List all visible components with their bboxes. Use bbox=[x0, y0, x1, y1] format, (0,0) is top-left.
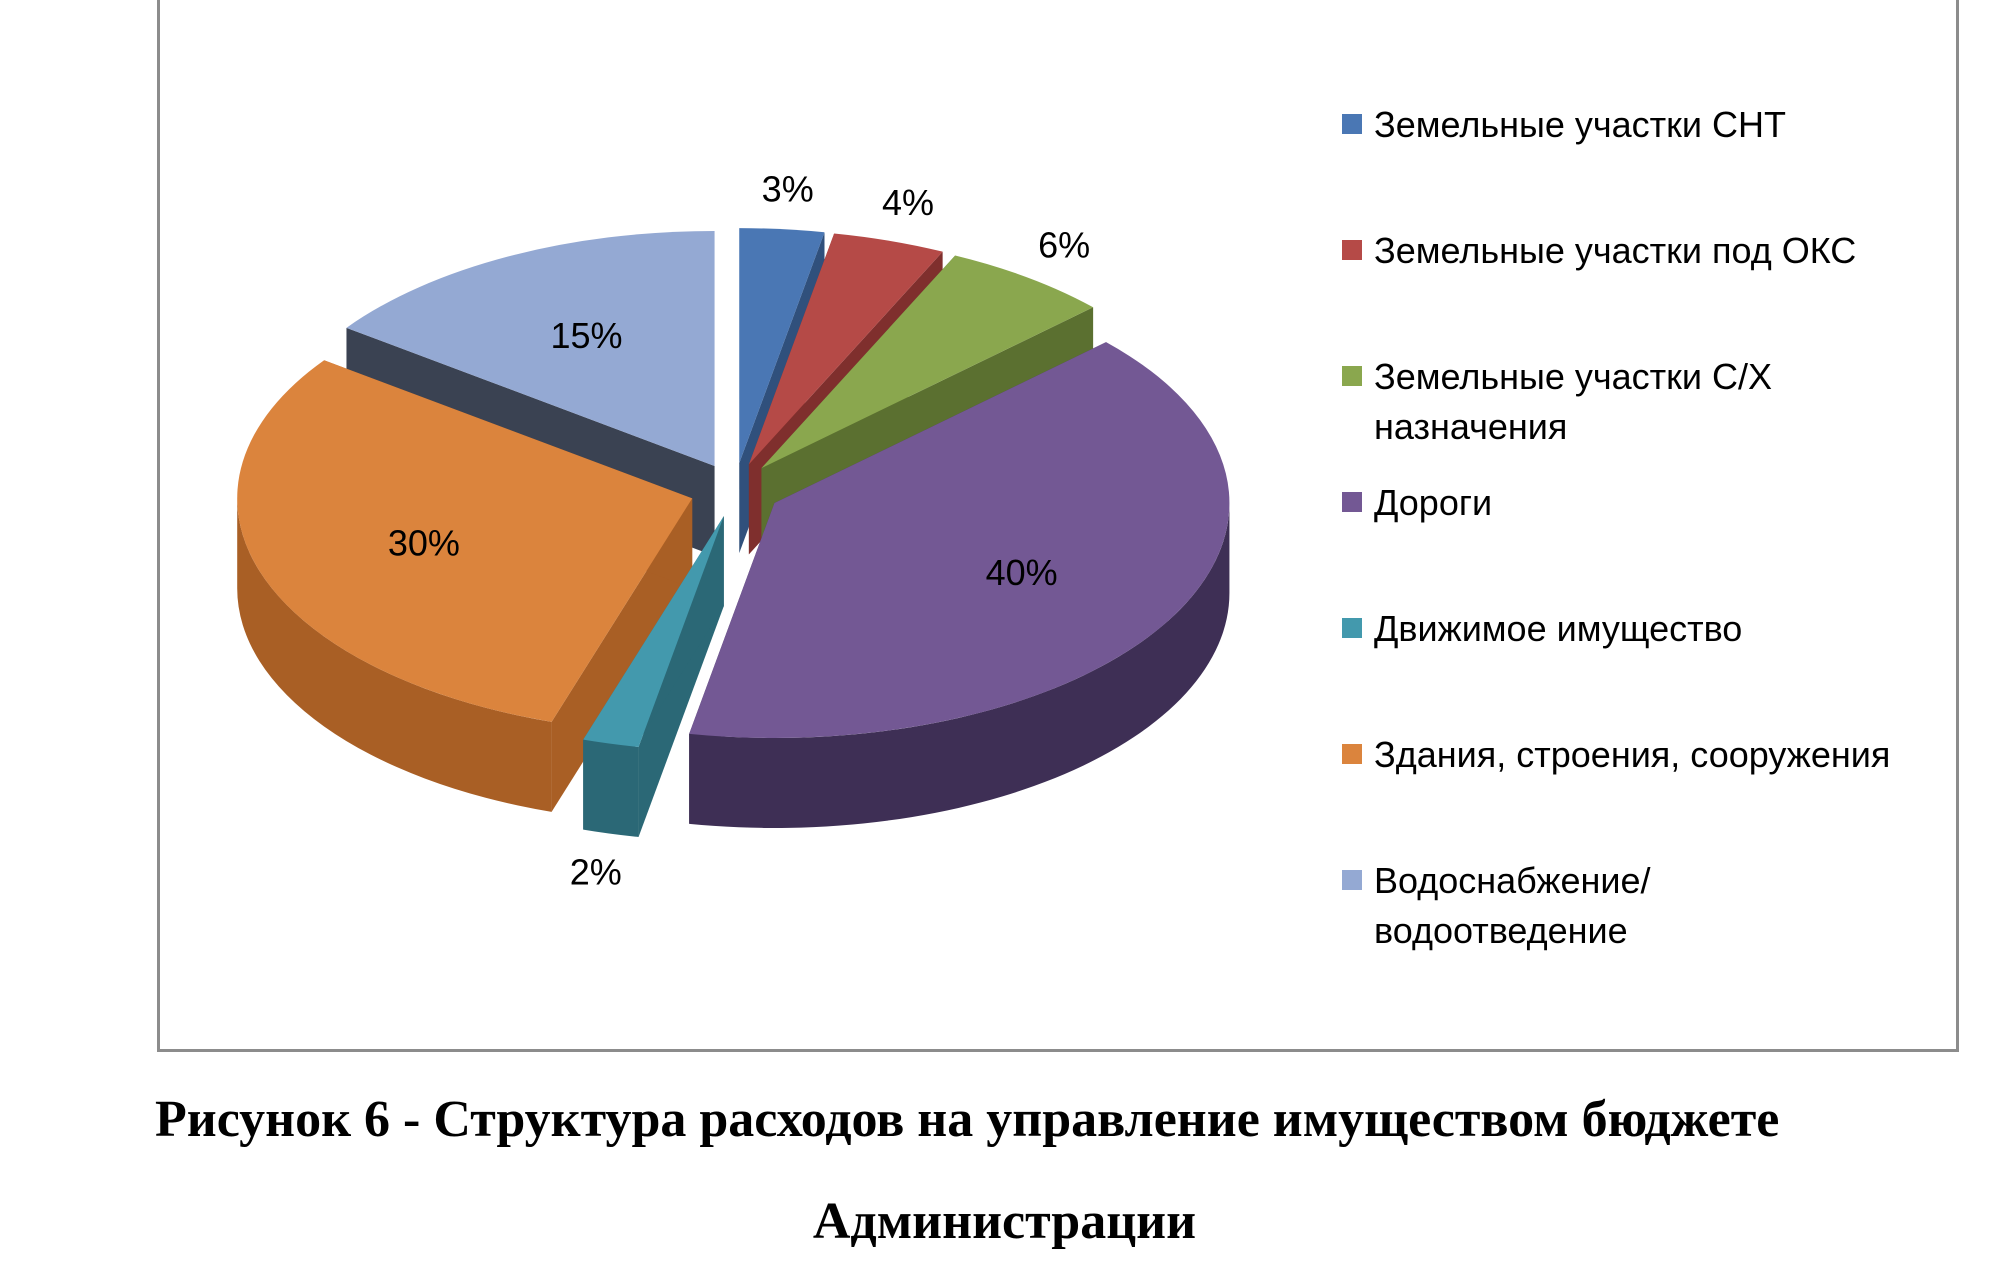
legend-item: Земельные участки С/Х назначения bbox=[1342, 352, 1772, 452]
slice-top bbox=[748, 233, 943, 465]
data-label-water: 15% bbox=[550, 315, 622, 356]
data-label-sx: 6% bbox=[1038, 225, 1090, 266]
legend-swatch bbox=[1342, 492, 1362, 512]
legend-label: Движимое имущество bbox=[1374, 608, 1743, 649]
slice-outer-wall bbox=[689, 503, 1230, 829]
slice-side-wall bbox=[551, 498, 693, 812]
legend-item: Дороги bbox=[1342, 478, 1492, 528]
legend-swatch bbox=[1342, 114, 1362, 134]
legend-label: Земельные участки под ОКС bbox=[1374, 230, 1857, 271]
data-label-oks: 4% bbox=[882, 182, 934, 223]
slice-top bbox=[739, 228, 825, 464]
data-label-snt: 3% bbox=[762, 168, 814, 209]
slice-top bbox=[689, 342, 1230, 739]
legend-label: Дороги bbox=[1374, 482, 1493, 523]
slice-outer-wall bbox=[237, 498, 552, 812]
legend-item: Земельные участки под ОКС bbox=[1342, 226, 1856, 276]
legend-label: Водоснабжение/водоотведение bbox=[1374, 860, 1651, 951]
data-label-buildings: 30% bbox=[388, 522, 460, 563]
slice-outer-wall bbox=[583, 739, 639, 837]
pie-slice-roads bbox=[689, 342, 1230, 829]
legend-swatch bbox=[1342, 618, 1362, 638]
legend-label: Земельные участки С/Х назначения bbox=[1374, 356, 1773, 447]
legend-item: Водоснабжение/водоотведение bbox=[1342, 856, 1651, 956]
data-label-roads: 40% bbox=[986, 552, 1058, 593]
data-label-movable: 2% bbox=[570, 852, 622, 893]
slice-top bbox=[346, 230, 715, 466]
legend-swatch bbox=[1342, 240, 1362, 260]
slice-top bbox=[761, 255, 1094, 469]
figure-caption-line-1: Рисунок 6 - Структура расходов на управл… bbox=[155, 1091, 1780, 1148]
legend-swatch bbox=[1342, 744, 1362, 764]
legend-label: Земельные участки СНТ bbox=[1374, 104, 1786, 145]
pie-slice-movable bbox=[583, 516, 724, 837]
legend-swatch bbox=[1342, 870, 1362, 890]
legend-label: Здания, строения, сооружения bbox=[1374, 734, 1891, 775]
legend-item: Здания, строения, сооружения bbox=[1342, 730, 1890, 780]
slice-top bbox=[237, 360, 693, 722]
legend-item: Земельные участки СНТ bbox=[1342, 100, 1786, 150]
legend-item: Движимое имущество bbox=[1342, 604, 1742, 654]
slice-top bbox=[583, 516, 724, 747]
pie-slice-buildings bbox=[237, 360, 693, 812]
figure-caption-line-2: Администрации bbox=[812, 1193, 1197, 1250]
legend-swatch bbox=[1342, 366, 1362, 386]
